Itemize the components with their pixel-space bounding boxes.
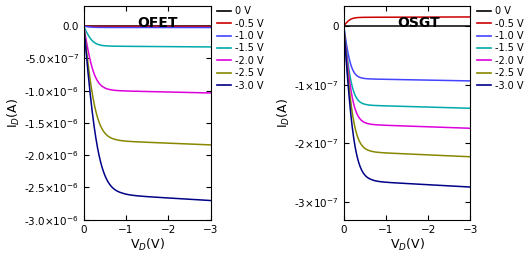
Y-axis label: I$_D$(A): I$_D$(A) xyxy=(276,98,292,128)
Text: OFET: OFET xyxy=(137,16,178,30)
Legend: 0 V, -0.5 V, -1.0 V, -1.5 V, -2.0 V, -2.5 V, -3.0 V: 0 V, -0.5 V, -1.0 V, -1.5 V, -2.0 V, -2.… xyxy=(217,6,264,91)
Y-axis label: I$_D$(A): I$_D$(A) xyxy=(5,98,22,128)
Legend: 0 V, -0.5 V, -1.0 V, -1.5 V, -2.0 V, -2.5 V, -3.0 V: 0 V, -0.5 V, -1.0 V, -1.5 V, -2.0 V, -2.… xyxy=(476,6,524,91)
X-axis label: V$_D$(V): V$_D$(V) xyxy=(390,237,425,254)
Text: OSGT: OSGT xyxy=(397,16,439,30)
X-axis label: V$_D$(V): V$_D$(V) xyxy=(130,237,165,254)
